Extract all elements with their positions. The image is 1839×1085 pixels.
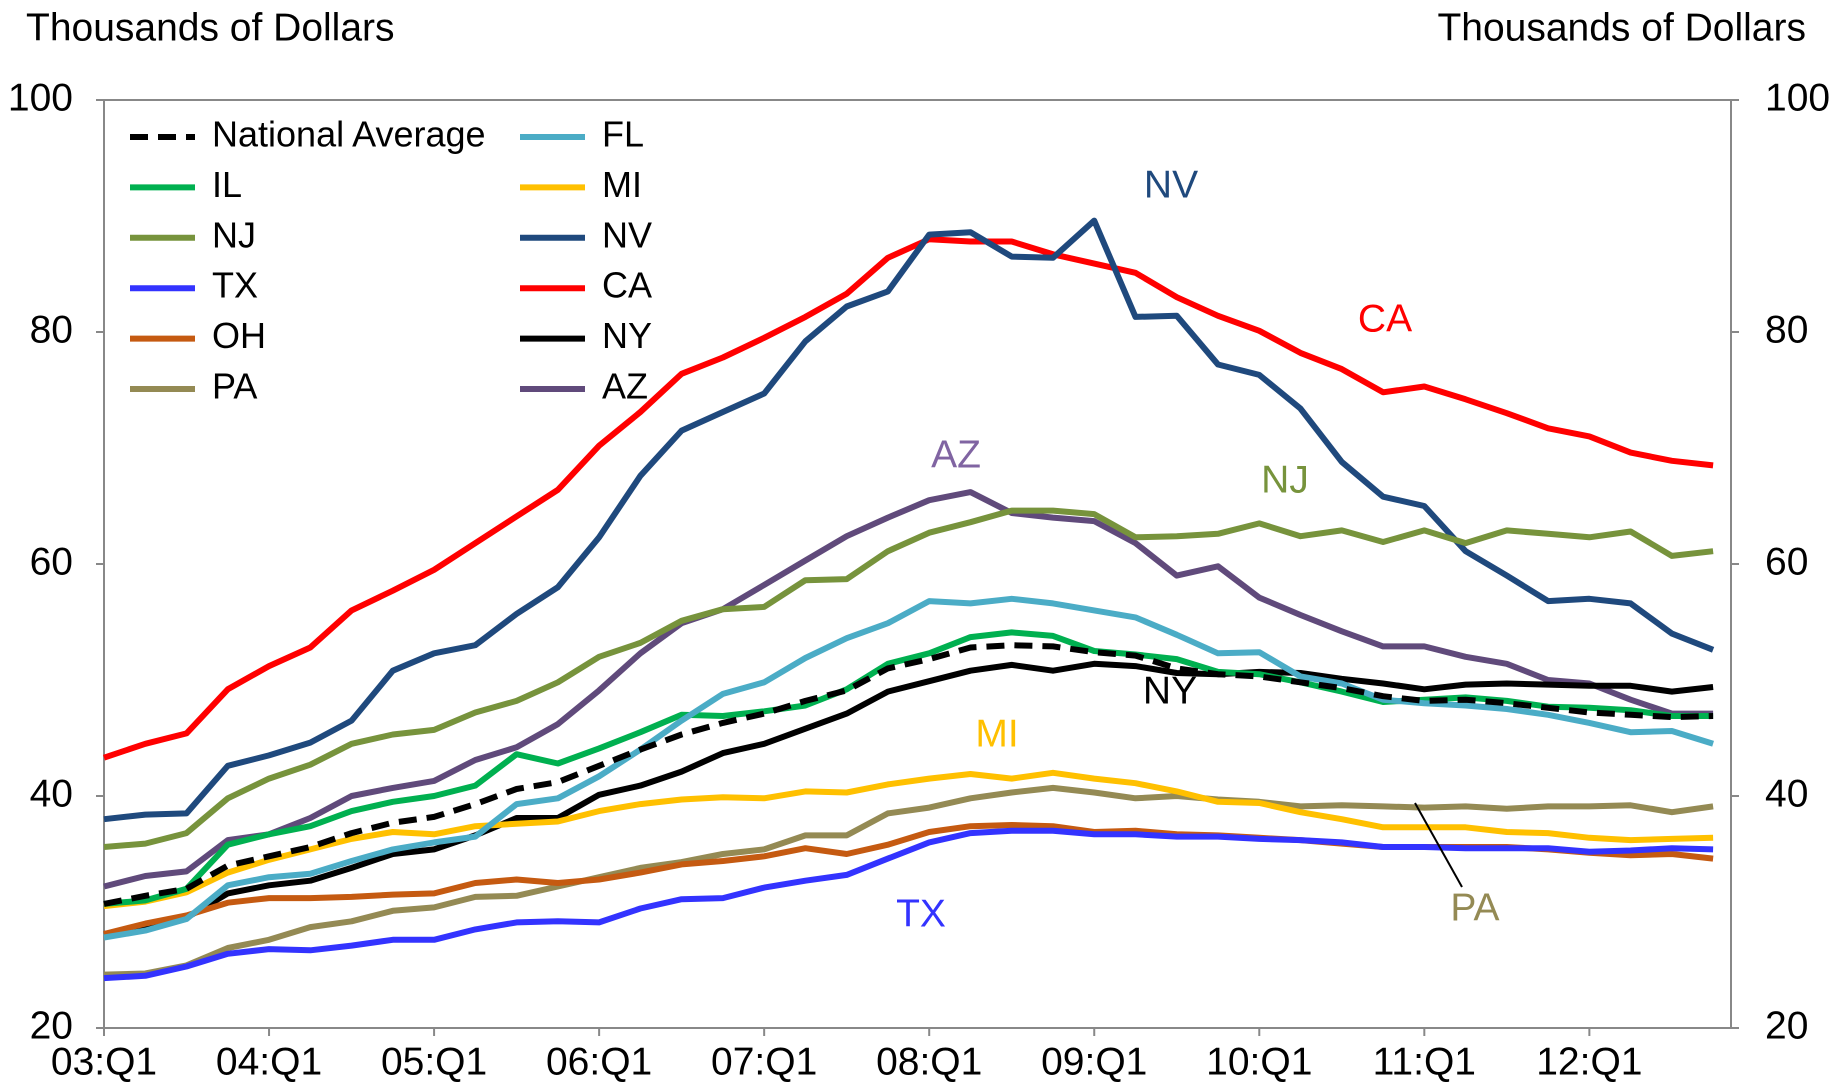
y-tick-label: 40 bbox=[30, 772, 73, 815]
annotation: PA bbox=[1450, 886, 1499, 929]
legend-label: AZ bbox=[602, 366, 648, 407]
y-tick-label: 60 bbox=[30, 540, 73, 583]
y-axis-title: Thousands of Dollars bbox=[26, 6, 395, 49]
annotation: NV bbox=[1144, 163, 1198, 206]
legend-label: NY bbox=[602, 315, 652, 356]
legend-label: FL bbox=[602, 114, 644, 155]
legend-label: OH bbox=[212, 315, 266, 356]
x-tick-label: 12:Q1 bbox=[1536, 1040, 1642, 1083]
y-tick-label: 80 bbox=[30, 308, 73, 351]
x-tick-label: 11:Q1 bbox=[1373, 1040, 1476, 1083]
series-line bbox=[103, 769, 1714, 910]
series-line bbox=[103, 595, 1714, 941]
legend-label: National Average bbox=[212, 114, 486, 155]
annotation-leader bbox=[1414, 802, 1463, 888]
series-line bbox=[103, 784, 1714, 978]
legend-label: NV bbox=[602, 214, 652, 255]
legend-label: MI bbox=[602, 164, 642, 205]
y-tick-label: 20 bbox=[30, 1004, 73, 1047]
legend-label: TX bbox=[212, 265, 258, 306]
y2-tick-label: 40 bbox=[1765, 772, 1808, 815]
y-tick-label: 100 bbox=[8, 76, 73, 119]
annotation: MI bbox=[975, 712, 1018, 755]
legend-label: PA bbox=[212, 366, 257, 407]
y2-tick-label: 80 bbox=[1765, 308, 1808, 351]
legend-label: IL bbox=[212, 164, 242, 205]
y2-tick-label: 100 bbox=[1765, 76, 1830, 119]
annotation: TX bbox=[896, 892, 946, 935]
annotation: CA bbox=[1358, 297, 1412, 340]
series-line bbox=[103, 489, 1714, 890]
x-tick-label: 04:Q1 bbox=[216, 1040, 322, 1083]
x-tick-label: 03:Q1 bbox=[51, 1040, 157, 1083]
annotation: AZ bbox=[931, 433, 981, 476]
x-tick-label: 07:Q1 bbox=[711, 1040, 817, 1083]
x-tick-label: 08:Q1 bbox=[876, 1040, 982, 1083]
series-line bbox=[103, 827, 1714, 982]
series-line bbox=[103, 507, 1714, 850]
y2-axis-title: Thousands of Dollars bbox=[1437, 6, 1806, 49]
x-tick-label: 06:Q1 bbox=[546, 1040, 652, 1083]
annotation: NY bbox=[1143, 669, 1197, 712]
series-line bbox=[103, 642, 1714, 907]
x-tick-label: 10:Q1 bbox=[1206, 1040, 1312, 1083]
x-tick-label: 09:Q1 bbox=[1041, 1040, 1147, 1083]
legend-label: NJ bbox=[212, 214, 256, 255]
annotation: NJ bbox=[1261, 458, 1309, 501]
x-tick-label: 05:Q1 bbox=[381, 1040, 487, 1083]
legend-label: CA bbox=[602, 265, 652, 306]
y2-tick-label: 60 bbox=[1765, 540, 1808, 583]
series-line bbox=[103, 660, 1714, 937]
series-line bbox=[103, 217, 1715, 823]
y2-tick-label: 20 bbox=[1765, 1004, 1808, 1047]
series-line bbox=[103, 236, 1714, 761]
